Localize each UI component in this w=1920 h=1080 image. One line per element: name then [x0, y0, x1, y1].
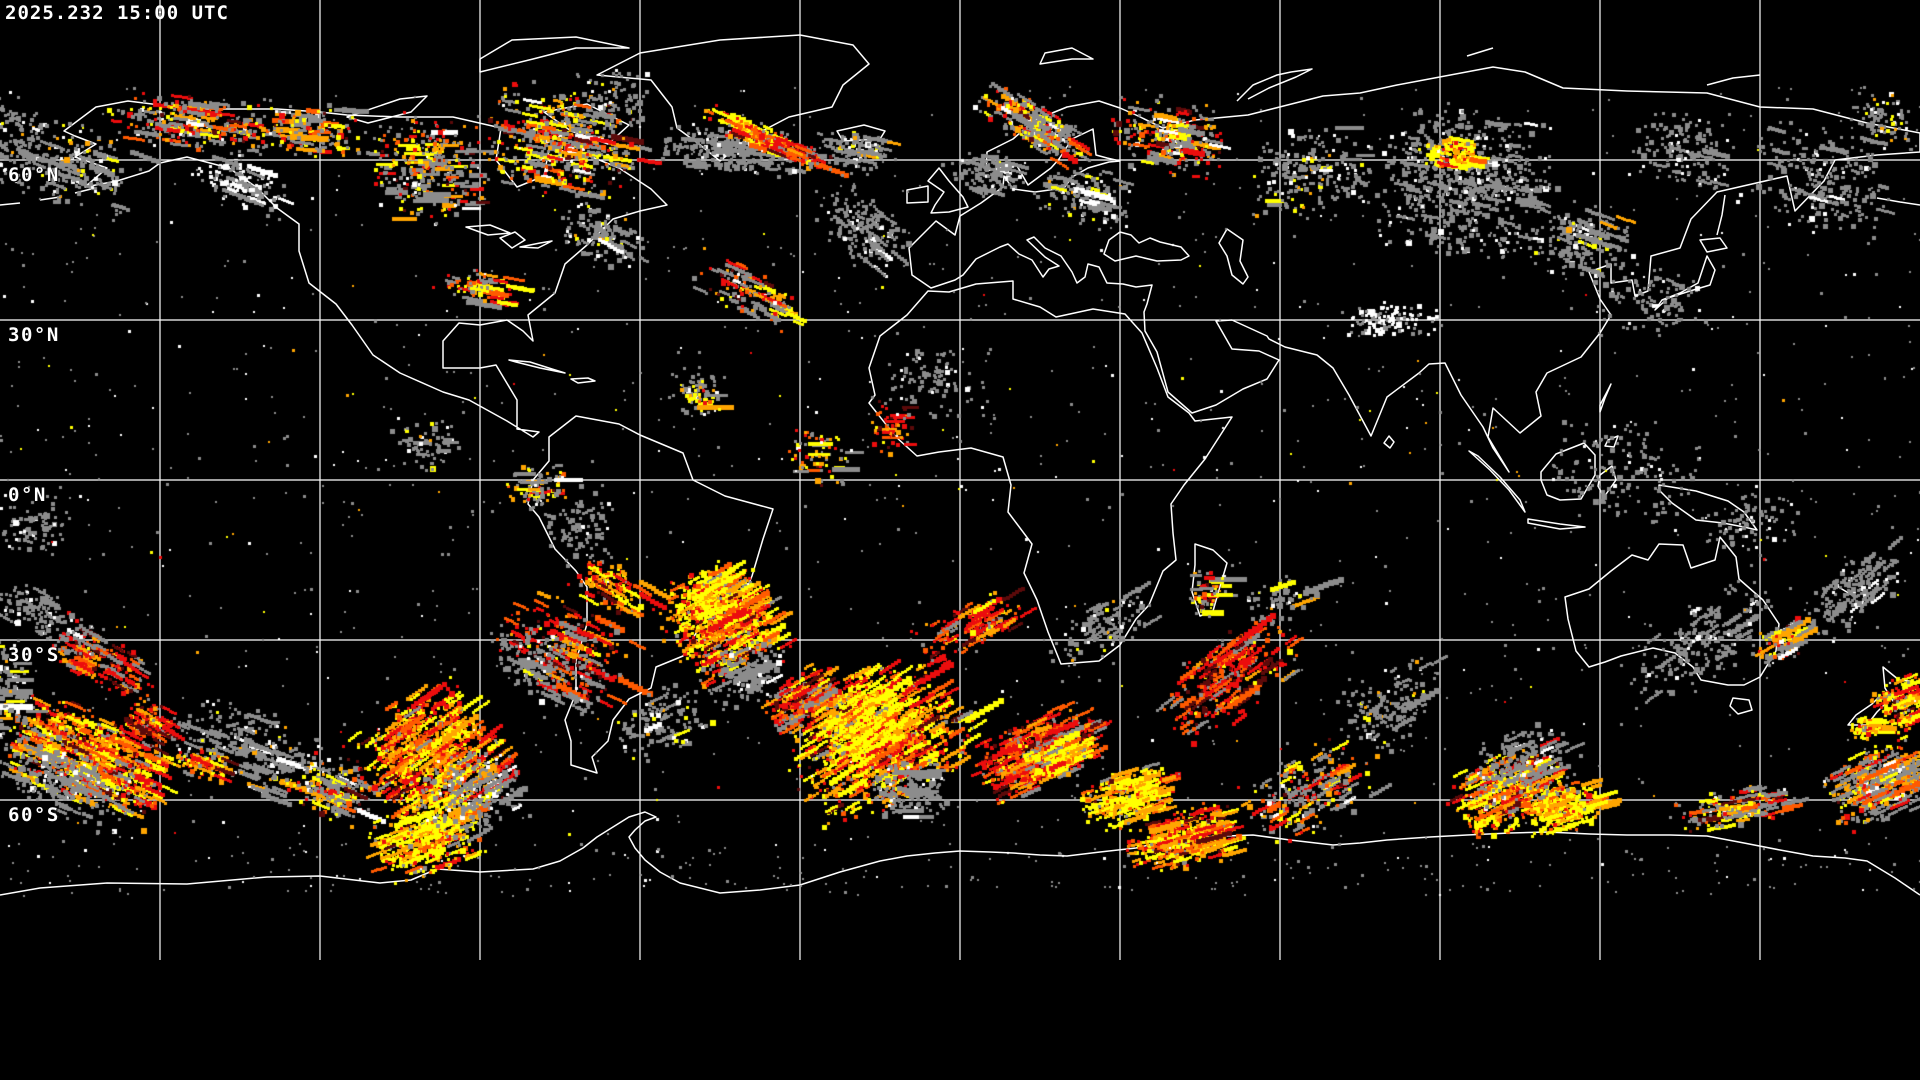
- legend-bar: SLW Large Drop Index 13.5-1616-1919-2222…: [0, 960, 1920, 1080]
- slw-data-layer: [0, 0, 1920, 960]
- lat-label: 60°S: [8, 804, 60, 826]
- lat-label: 30°N: [8, 324, 60, 346]
- lat-label: 0°N: [8, 484, 47, 506]
- lat-label: 30°S: [8, 644, 60, 666]
- lat-label: 60°N: [8, 164, 60, 186]
- timestamp-label: 2025.232 15:00 UTC: [5, 2, 229, 24]
